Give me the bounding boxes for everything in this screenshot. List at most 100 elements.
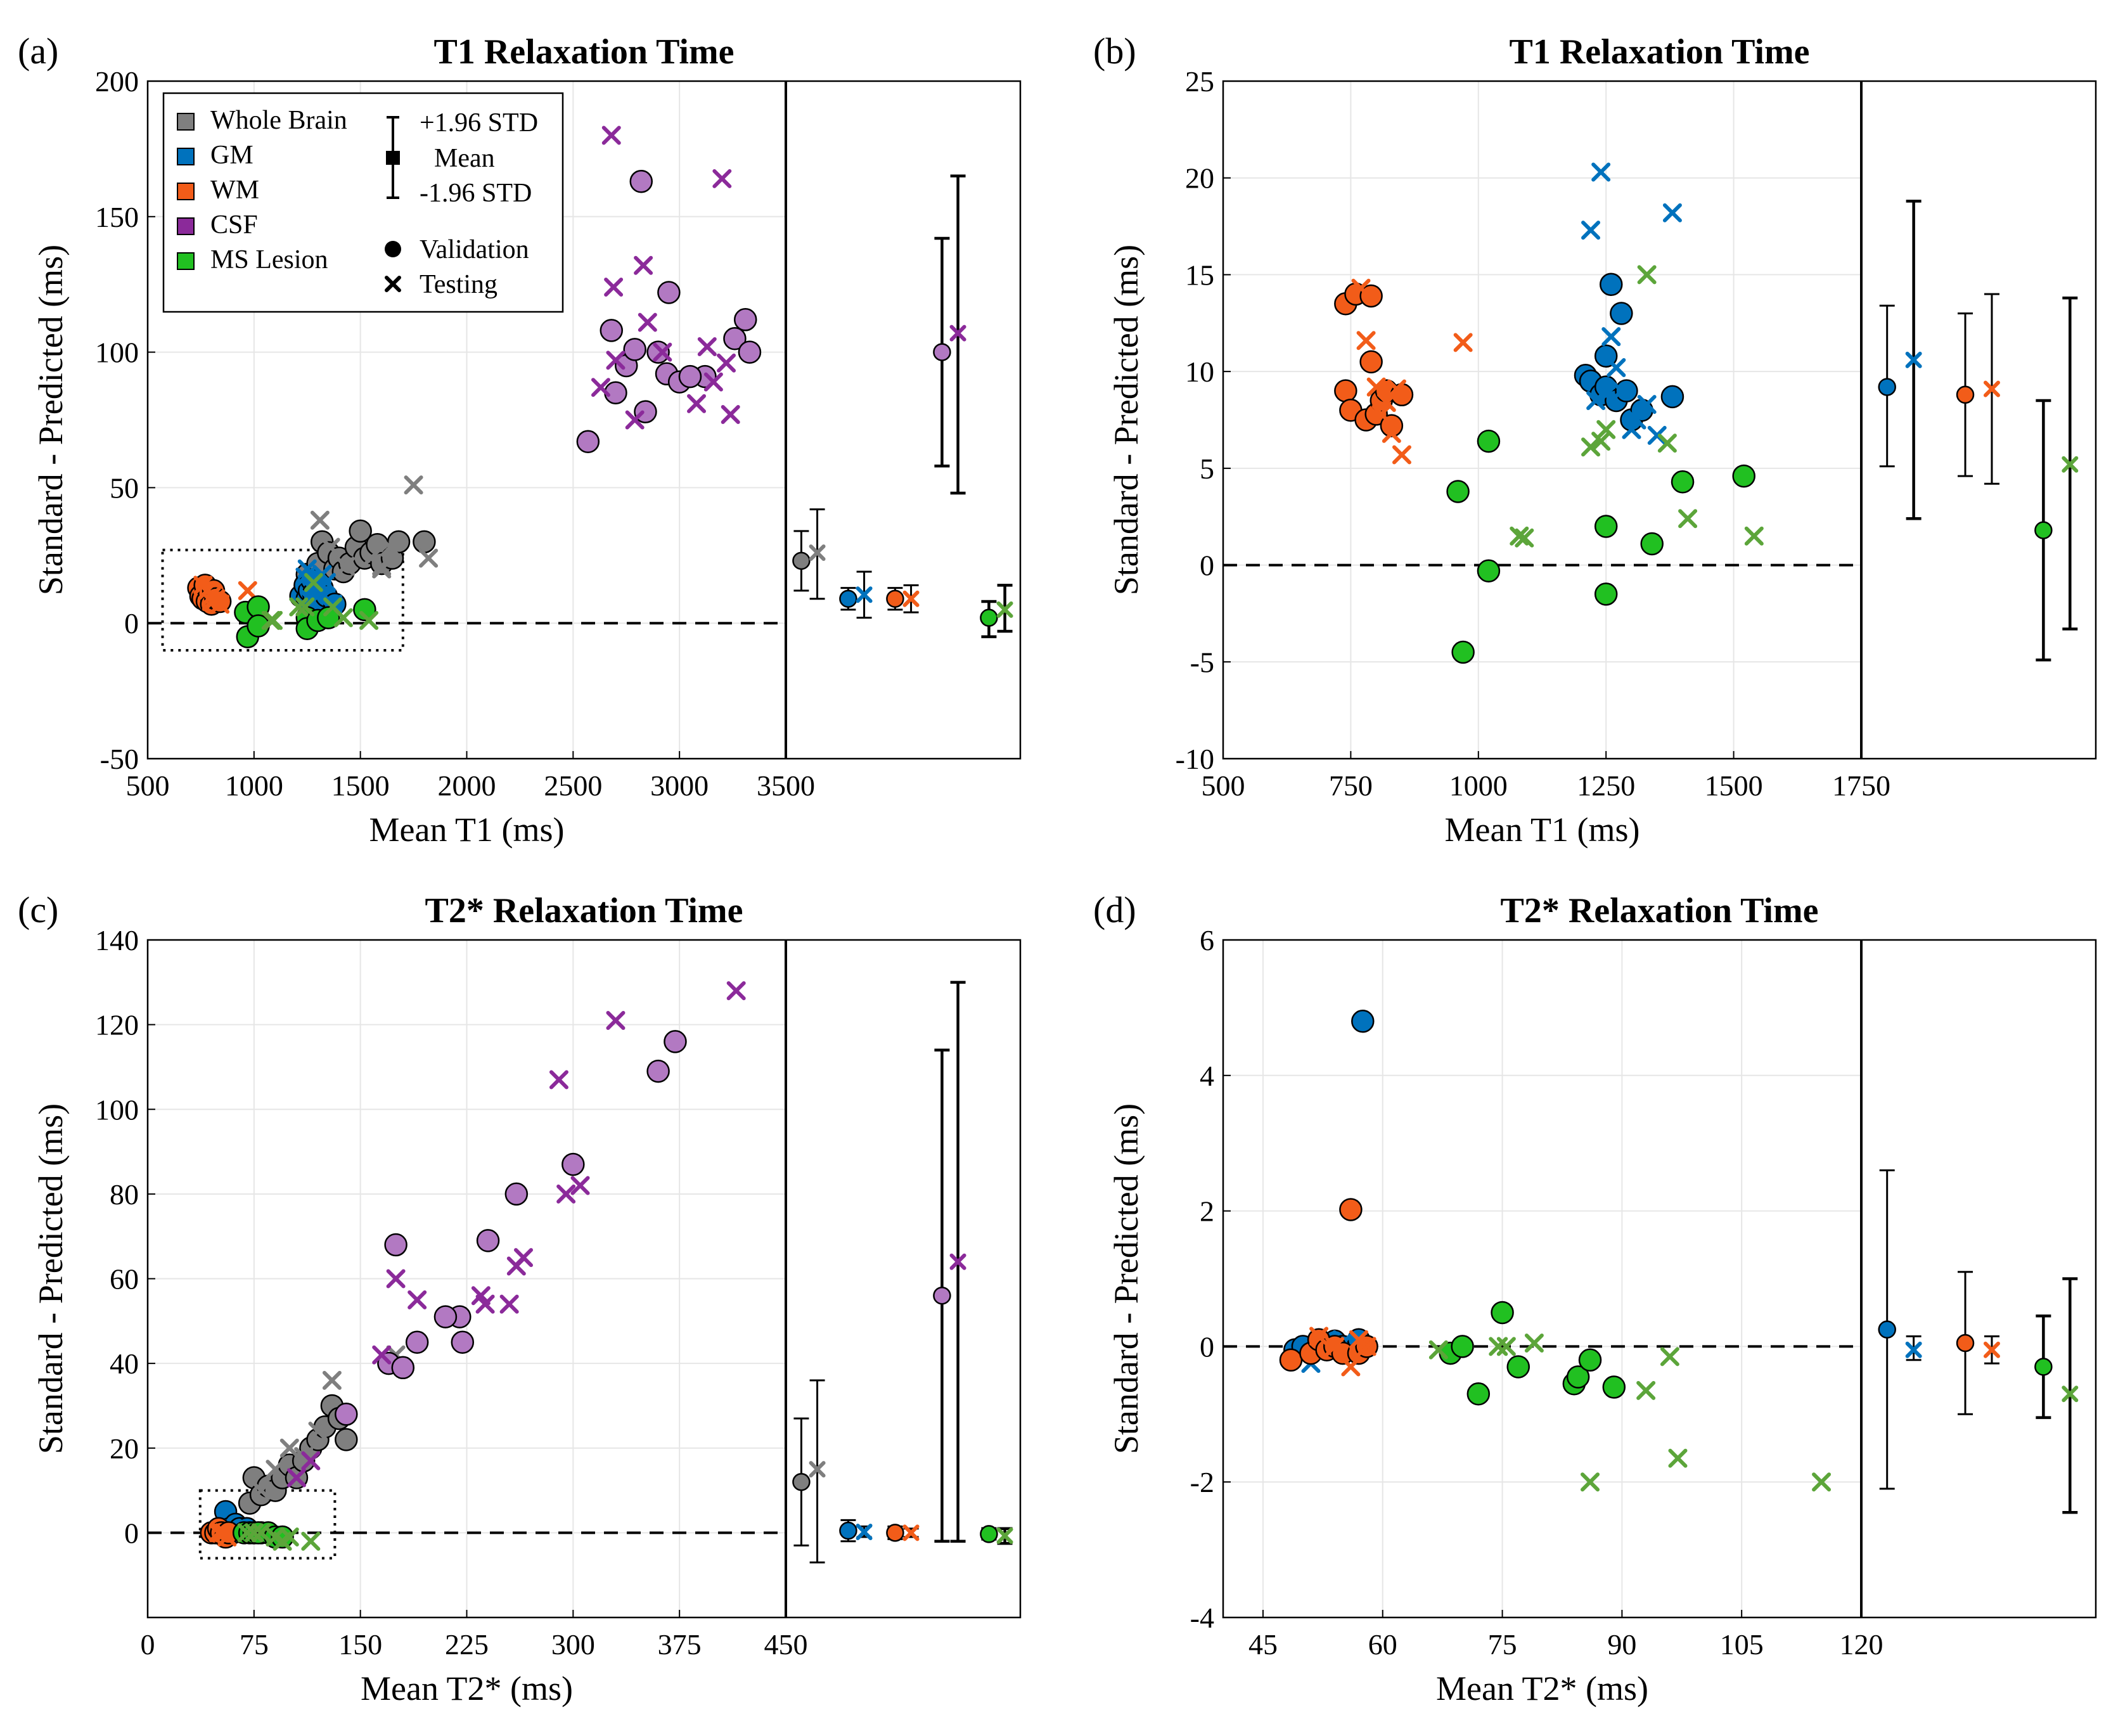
legend-mean-label: Mean bbox=[434, 144, 495, 173]
panel-a-summary-gm-testing-mean-stroke-b bbox=[856, 586, 873, 603]
panel-c-summary-wm-testing bbox=[902, 1524, 920, 1541]
panel-b-gm-testing-point bbox=[1596, 385, 1616, 404]
panel-a-whole-brain-testing-point bbox=[404, 475, 423, 495]
panel-d-ms-lesion-testing-point bbox=[1812, 1472, 1832, 1492]
panel-c-summary-wm-validation bbox=[886, 1524, 904, 1542]
panel-b-summary-ms-lesion-testing bbox=[2062, 296, 2079, 631]
panel-a-whole-brain-validation-point bbox=[387, 530, 411, 554]
legend-testing-label: Testing bbox=[420, 270, 497, 299]
panel-a-xtick-label: 3000 bbox=[650, 769, 709, 802]
panel-b-gm-validation-point bbox=[1660, 385, 1684, 409]
panel-a-ms-lesion-testing-point bbox=[333, 608, 353, 627]
panel-a-summary-wm-testing-mean-stroke-b bbox=[902, 590, 920, 607]
panel-d-ms-lesion-testing-point bbox=[1668, 1448, 1688, 1468]
panel-c-zoom-box bbox=[198, 1489, 337, 1560]
panel-d-ms-lesion-validation-point bbox=[1578, 1348, 1602, 1372]
panel-b: 500 750 1000 1250 1500 1750 -10 -5 0 5 10 15 20 25 (b)… bbox=[1093, 30, 2097, 849]
panel-a-ytick-label: 200 bbox=[95, 65, 139, 98]
panel-d-wm-testing-point bbox=[1309, 1327, 1329, 1346]
panel-b-xtick-label: 1000 bbox=[1449, 769, 1508, 802]
panel-a-csf-testing-point bbox=[653, 342, 672, 362]
legend-testing-marker-stroke-b bbox=[385, 276, 401, 292]
panel-c-summary-ms-lesion-testing bbox=[996, 1527, 1013, 1545]
panel-d-ms-lesion-testing-point bbox=[1660, 1347, 1679, 1366]
panel-a-csf-testing-point-stroke-b bbox=[625, 410, 645, 430]
panel-b-wm-testing-point bbox=[1376, 393, 1396, 413]
legend-label-wm: WM bbox=[210, 176, 259, 205]
panel-c-ms-lesion-testing-point bbox=[237, 1523, 257, 1543]
panel-a-ms-lesion-testing-point bbox=[304, 573, 323, 593]
panel-a-csf-testing-point-stroke-b bbox=[638, 312, 657, 332]
panel-b-gm-testing-point bbox=[1622, 420, 1641, 439]
panel-c-summary-csf-testing bbox=[949, 981, 966, 1543]
panel-b-gm-validation-point bbox=[1615, 379, 1638, 402]
panel-d-ms-lesion-testing-point-stroke-b bbox=[1581, 1472, 1600, 1492]
panel-a-csf-validation-point bbox=[576, 430, 600, 453]
panel-d-wm-validation-point bbox=[1279, 1348, 1303, 1372]
panel-a-summary-ms-lesion-validation-mean bbox=[980, 608, 998, 627]
panel-b-ms-lesion-testing-point-stroke-b bbox=[1637, 265, 1657, 285]
panel-b-ylabel: Standard - Predicted (ms) bbox=[1107, 245, 1145, 595]
panel-a-gm-testing-point-stroke-b bbox=[297, 559, 317, 579]
panel-d-summary-gm-testing-mean-stroke-b bbox=[1905, 1341, 1922, 1358]
panel-d-ms-lesion-validation-point bbox=[1491, 1301, 1514, 1325]
panel-a-whole-brain-testing-point-stroke-b bbox=[372, 556, 392, 576]
panel-c-csf-testing-point-stroke-b bbox=[475, 1294, 495, 1314]
panel-c-csf-testing-point bbox=[386, 1269, 406, 1289]
panel-a-ms-lesion-testing-series bbox=[261, 573, 379, 630]
panel-b-gm-testing-point-stroke-b bbox=[1591, 162, 1611, 182]
panel-b-gm-testing-point bbox=[1607, 358, 1626, 378]
panel-c-csf-testing-point-stroke-b bbox=[570, 1176, 590, 1195]
panel-c-ms-lesion-testing-point bbox=[244, 1523, 264, 1543]
panel-b-ms-lesion-testing-point-stroke-b bbox=[1744, 526, 1764, 546]
panel-a-ms-lesion-validation-point bbox=[317, 606, 340, 629]
panel-a-xtick-label: 1000 bbox=[225, 769, 283, 802]
panel-d-summary-wm-testing-mean bbox=[1983, 1341, 2000, 1358]
panel-d-ytick-label: -4 bbox=[1190, 1602, 1214, 1634]
panel-a-ytick-label: 100 bbox=[95, 337, 139, 369]
panel-c-summary-csf-testing-mean bbox=[949, 1253, 966, 1270]
panel-d-summary-ms-lesion-testing-mean-stroke-b bbox=[2062, 1386, 2079, 1403]
panel-b-wm-testing-point-stroke-b bbox=[1371, 404, 1391, 424]
panel-a-csf-validation-series bbox=[576, 169, 762, 453]
panel-b-wm-validation-point bbox=[1359, 350, 1383, 374]
panel-d-summary-gm-validation bbox=[1878, 1169, 1896, 1490]
panel-b-title: T1 Relaxation Time bbox=[1510, 32, 1810, 72]
panel-a-whole-brain-testing-series bbox=[310, 475, 439, 579]
panel-b-wm-testing-point bbox=[1356, 331, 1376, 350]
panel-a-csf-validation-point bbox=[738, 340, 762, 364]
panel-c-csf-testing-point bbox=[301, 1451, 321, 1470]
panel-a-csf-validation-point bbox=[678, 364, 702, 389]
panel-a-csf-testing-series bbox=[591, 125, 740, 430]
panel-b-wm-validation-series bbox=[1334, 282, 1414, 437]
panel-d-ytick-label: 0 bbox=[1200, 1330, 1214, 1363]
panel-d-xtick-label: 105 bbox=[1720, 1628, 1764, 1661]
panel-c-csf-testing-point-stroke-b bbox=[407, 1290, 427, 1309]
panel-a-ytick-label: 150 bbox=[95, 201, 139, 233]
panel-a-whole-brain-testing-point bbox=[380, 537, 400, 557]
panel-c-csf-testing-point bbox=[556, 1184, 576, 1204]
panel-a-letter: (a) bbox=[18, 30, 58, 72]
panel-c-csf-testing-point bbox=[570, 1176, 590, 1195]
panel-c-csf-testing-point bbox=[372, 1345, 392, 1365]
panel-c-whole-brain-testing-point bbox=[252, 1481, 271, 1500]
panel-c-csf-testing-point-stroke-b bbox=[386, 1269, 406, 1289]
panel-c-csf-testing-point-stroke-b bbox=[471, 1286, 491, 1306]
panel-b-ytick-label: 10 bbox=[1185, 356, 1214, 388]
panel-d-wm-testing-point-stroke-b bbox=[1357, 1337, 1376, 1356]
panel-b-gm-testing-point-stroke-b bbox=[1622, 420, 1641, 439]
panel-a-summary-ms-lesion-testing-mean bbox=[996, 601, 1013, 618]
panel-c-xtick-label: 450 bbox=[764, 1628, 808, 1661]
panel-c-ms-lesion-testing-point-stroke-b bbox=[237, 1523, 257, 1543]
panel-c-ytick-label: 20 bbox=[110, 1432, 139, 1465]
panel-c-csf-validation-point bbox=[664, 1030, 687, 1053]
panel-b-ms-lesion-testing-point-stroke-b bbox=[1591, 432, 1611, 451]
panel-c-summary-whole-brain-validation-mean bbox=[792, 1472, 811, 1491]
panel-b-wm-testing-point bbox=[1453, 333, 1473, 352]
legend-label-gm: GM bbox=[210, 141, 253, 170]
legend-box bbox=[162, 92, 564, 313]
legend-swatch-ms-lesion bbox=[177, 252, 195, 270]
panel-a-csf-testing-point bbox=[625, 410, 645, 430]
legend-swatch-gm bbox=[177, 148, 195, 165]
panel-d-title: T2* Relaxation Time bbox=[1501, 891, 1819, 930]
